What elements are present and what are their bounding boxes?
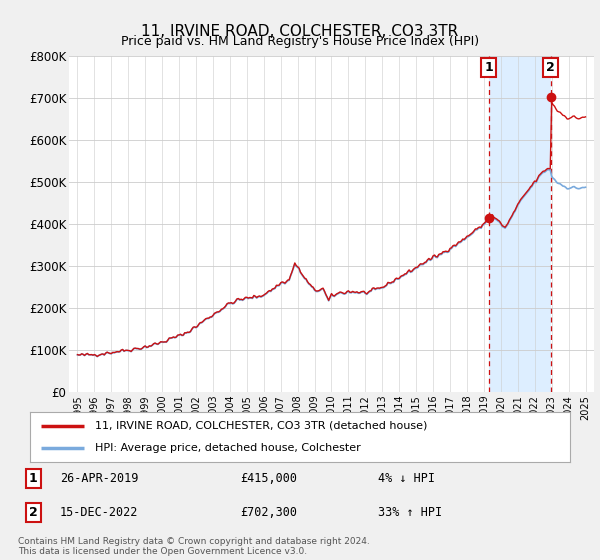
Text: £702,300: £702,300 bbox=[240, 506, 297, 519]
Text: 2: 2 bbox=[547, 61, 555, 74]
Text: 11, IRVINE ROAD, COLCHESTER, CO3 3TR (detached house): 11, IRVINE ROAD, COLCHESTER, CO3 3TR (de… bbox=[95, 421, 427, 431]
Text: 1: 1 bbox=[29, 472, 37, 486]
Text: This data is licensed under the Open Government Licence v3.0.: This data is licensed under the Open Gov… bbox=[18, 547, 307, 556]
Text: 4% ↓ HPI: 4% ↓ HPI bbox=[378, 472, 435, 486]
Text: 1: 1 bbox=[485, 61, 493, 74]
Text: £415,000: £415,000 bbox=[240, 472, 297, 486]
Text: 15-DEC-2022: 15-DEC-2022 bbox=[60, 506, 139, 519]
Text: HPI: Average price, detached house, Colchester: HPI: Average price, detached house, Colc… bbox=[95, 443, 361, 453]
Text: 2: 2 bbox=[29, 506, 37, 519]
Text: 26-APR-2019: 26-APR-2019 bbox=[60, 472, 139, 486]
Bar bbox=[489, 56, 551, 392]
Text: Price paid vs. HM Land Registry's House Price Index (HPI): Price paid vs. HM Land Registry's House … bbox=[121, 35, 479, 48]
Text: 11, IRVINE ROAD, COLCHESTER, CO3 3TR: 11, IRVINE ROAD, COLCHESTER, CO3 3TR bbox=[142, 24, 458, 39]
Text: 33% ↑ HPI: 33% ↑ HPI bbox=[378, 506, 442, 519]
Text: Contains HM Land Registry data © Crown copyright and database right 2024.: Contains HM Land Registry data © Crown c… bbox=[18, 537, 370, 546]
